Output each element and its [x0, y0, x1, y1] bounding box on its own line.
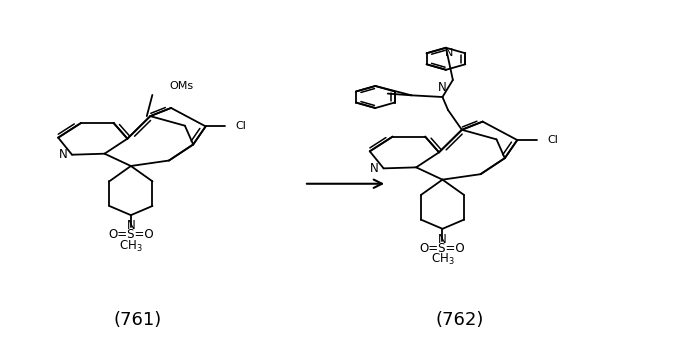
Text: Cl: Cl	[547, 135, 558, 145]
Text: N: N	[370, 162, 379, 175]
Text: N: N	[59, 148, 68, 161]
Text: (762): (762)	[436, 311, 484, 329]
Text: N: N	[126, 219, 135, 232]
Text: CH$_3$: CH$_3$	[119, 239, 142, 254]
Text: Cl: Cl	[235, 121, 246, 132]
Text: OMs: OMs	[170, 81, 194, 91]
Text: CH$_3$: CH$_3$	[431, 252, 454, 268]
Text: (761): (761)	[114, 311, 162, 329]
Text: N: N	[438, 233, 447, 246]
Text: O=S=O: O=S=O	[108, 228, 154, 242]
Text: O=S=O: O=S=O	[419, 242, 466, 255]
Text: N: N	[445, 48, 453, 58]
Text: N: N	[438, 81, 447, 94]
